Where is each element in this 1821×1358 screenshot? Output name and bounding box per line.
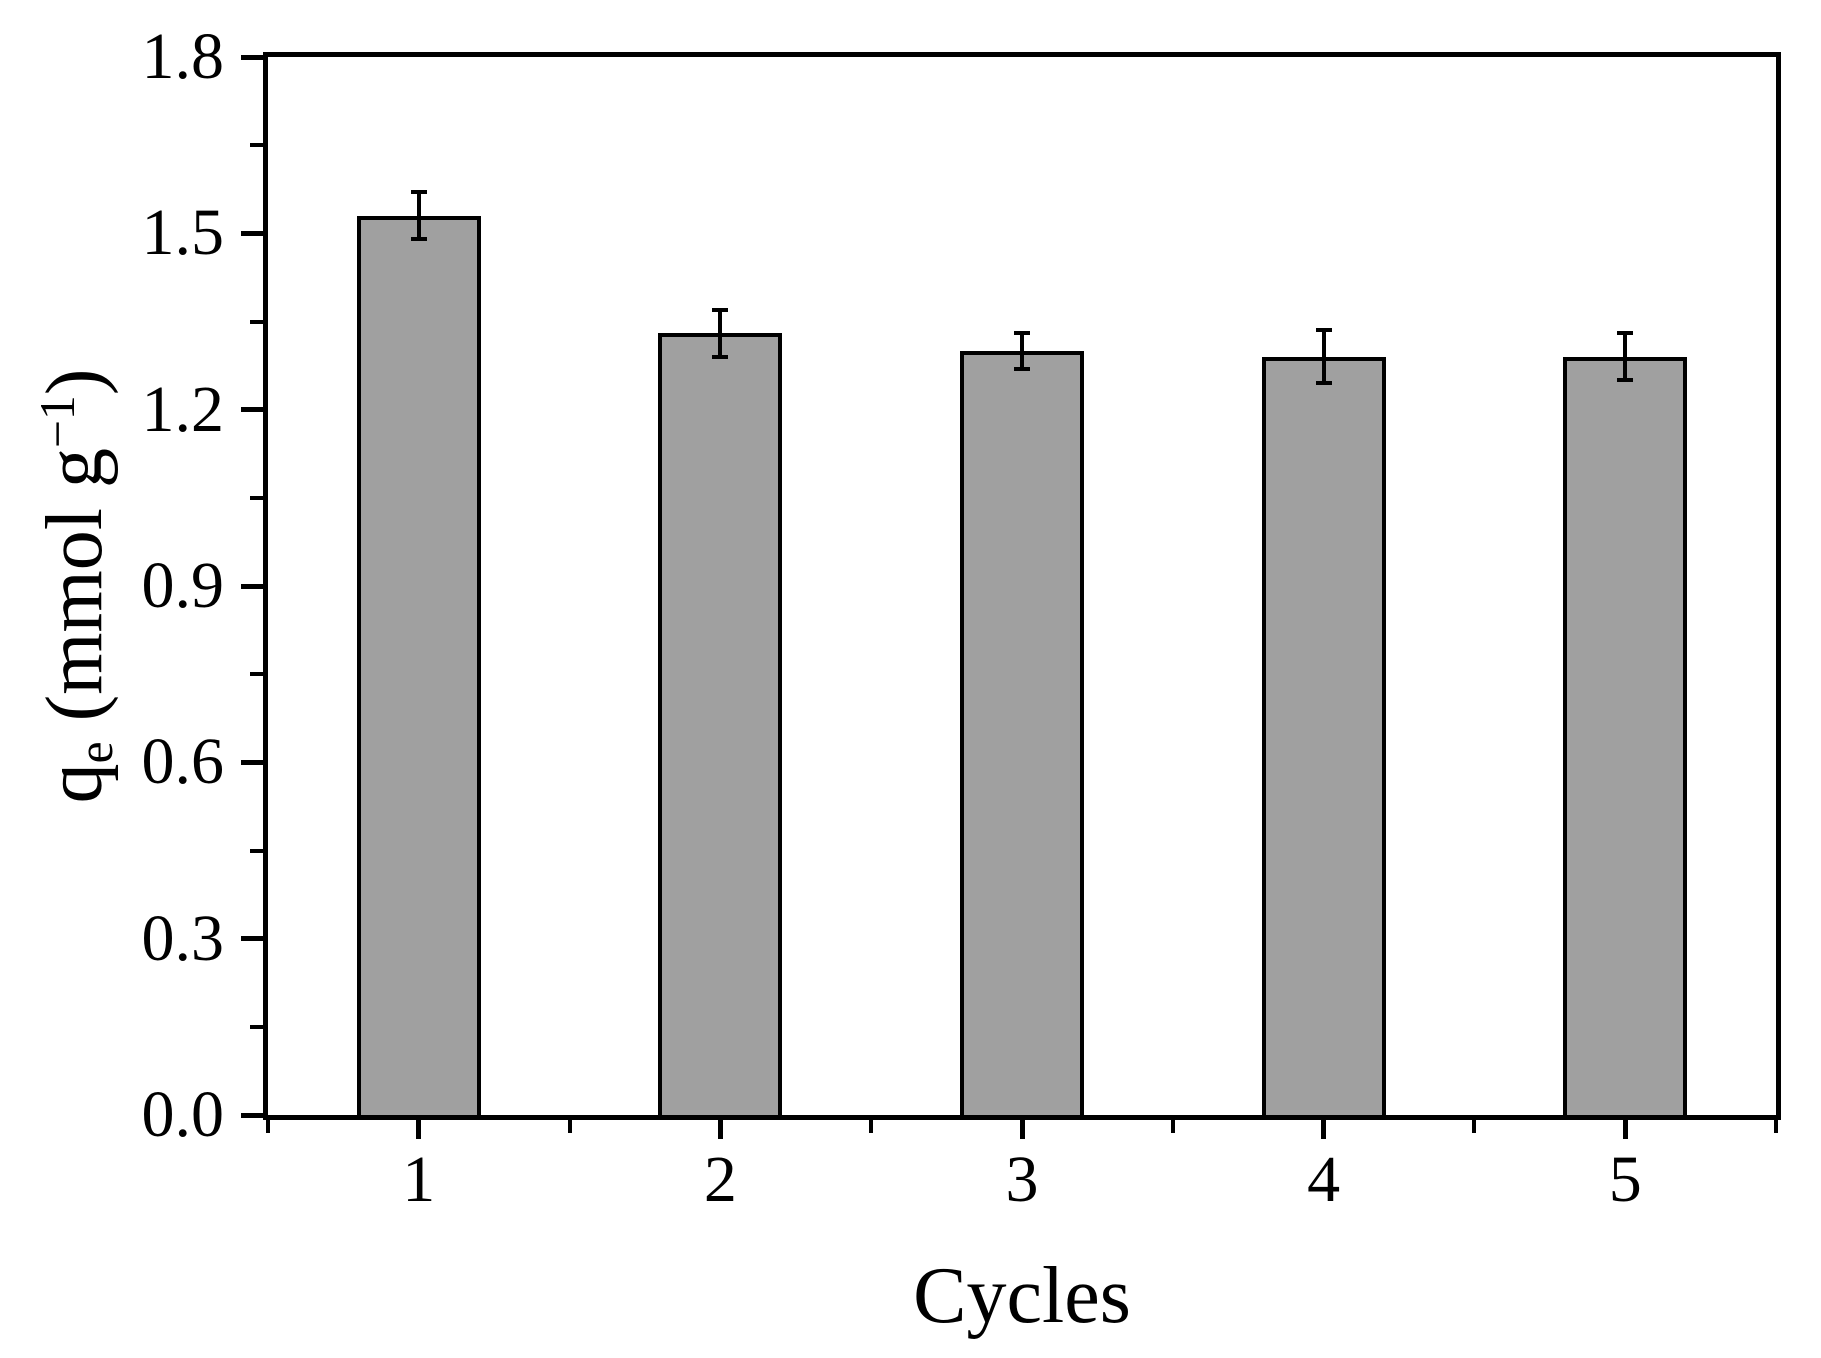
y-minor-tick (250, 1024, 263, 1029)
x-minor-tick (1472, 1120, 1477, 1133)
bar (356, 215, 481, 1115)
error-bar-bottom-cap (1315, 381, 1332, 386)
x-minor-tick (1170, 1120, 1175, 1133)
x-major-tick (1622, 1120, 1628, 1139)
y-major-tick (241, 759, 263, 765)
y-major-tick (241, 936, 263, 942)
x-major-tick (416, 1120, 422, 1139)
error-bar-top-cap (1014, 331, 1030, 336)
error-bar-top-cap (1315, 328, 1332, 333)
error-bar-top-cap (1617, 331, 1634, 336)
bar (1563, 356, 1688, 1115)
error-bar-bottom-cap (712, 354, 729, 359)
y-tick-label: 0.0 (141, 1078, 225, 1151)
error-bar (1321, 330, 1326, 384)
y-minor-tick (250, 672, 263, 677)
error-bar-bottom-cap (410, 237, 427, 242)
y-minor-tick (250, 495, 263, 500)
y-major-tick (241, 583, 263, 589)
x-tick-label: 5 (1608, 1143, 1642, 1216)
error-bar (718, 309, 723, 357)
y-minor-tick (250, 319, 263, 324)
x-minor-tick (266, 1120, 270, 1133)
error-bar-top-cap (410, 190, 427, 195)
x-tick-label: 2 (703, 1143, 737, 1216)
plot-inner (268, 57, 1776, 1115)
x-minor-tick (869, 1120, 874, 1133)
y-tick-label: 1.2 (141, 372, 225, 446)
x-tick-label: 3 (1005, 1143, 1039, 1216)
x-major-tick (1321, 1120, 1327, 1139)
y-minor-tick (250, 143, 263, 148)
x-minor-tick (1774, 1120, 1778, 1133)
bar (960, 350, 1084, 1115)
y-major-tick (241, 1112, 263, 1118)
bar (658, 333, 783, 1115)
y-tick-label: 0.9 (141, 549, 225, 622)
error-bar-bottom-cap (1617, 378, 1634, 383)
error-bar (1623, 333, 1628, 381)
y-tick-label: 0.3 (141, 901, 225, 975)
error-bar (1020, 333, 1024, 369)
bar (1261, 356, 1386, 1115)
y-minor-tick (250, 848, 263, 853)
x-minor-tick (567, 1120, 572, 1133)
error-bar-top-cap (712, 307, 729, 312)
x-major-tick (1019, 1120, 1025, 1139)
x-major-tick (717, 1120, 723, 1139)
x-tick-label: 1 (402, 1143, 436, 1216)
x-axis-label: Cycles (913, 1252, 1131, 1340)
error-bar-bottom-cap (1014, 366, 1030, 371)
error-bar (416, 192, 421, 240)
y-major-tick (241, 54, 263, 60)
y-tick-label: 1.8 (141, 20, 225, 93)
y-major-tick (241, 407, 263, 413)
y-tick-label: 0.6 (141, 725, 225, 799)
plot-area (263, 52, 1781, 1120)
y-tick-label: 1.5 (141, 196, 225, 270)
y-major-tick (241, 230, 263, 236)
x-tick-label: 4 (1307, 1143, 1341, 1216)
